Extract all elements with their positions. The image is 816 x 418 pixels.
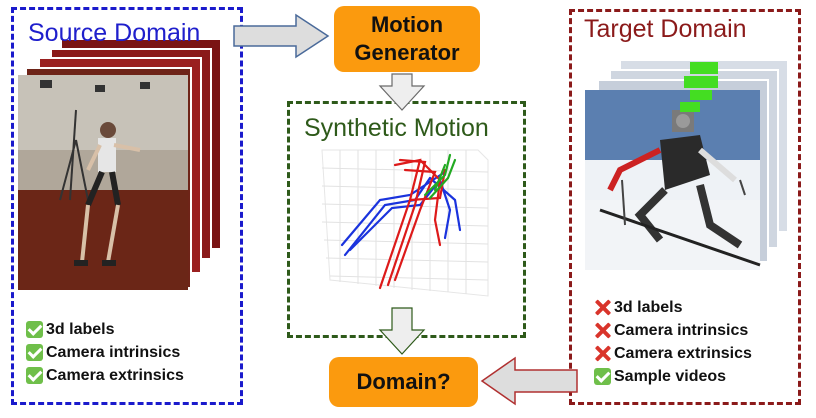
target-item: Camera extrinsics — [594, 342, 752, 365]
target-domain-panel — [569, 9, 801, 405]
target-domain-title: Target Domain — [584, 15, 747, 43]
source-item: 3d labels — [26, 318, 184, 341]
motion-generator-box: Motion Generator — [334, 6, 480, 72]
cross-icon — [594, 299, 611, 316]
check-icon — [26, 321, 43, 338]
target-item-label: 3d labels — [614, 299, 683, 316]
skeleton-trajectories — [340, 153, 462, 290]
source-domain-panel — [11, 7, 243, 405]
motion-generator-line1: Motion — [370, 12, 444, 37]
source-item: Camera intrinsics — [26, 341, 184, 364]
cross-icon — [594, 322, 611, 339]
synthetic-motion-plot — [321, 149, 489, 297]
target-item: Camera intrinsics — [594, 319, 752, 342]
source-domain-title: Source Domain — [28, 19, 201, 47]
target-item: Sample videos — [594, 365, 752, 388]
arrow-generator-to-synthetic — [378, 73, 426, 111]
source-person-figure — [74, 122, 141, 266]
target-video-frame — [585, 62, 761, 270]
target-item-label: Sample videos — [614, 368, 727, 385]
source-item-label: 3d labels — [46, 321, 115, 338]
source-item: Camera extrinsics — [26, 364, 184, 387]
check-icon — [26, 367, 43, 384]
cross-icon — [594, 345, 611, 362]
keypoint-overlay — [680, 62, 718, 112]
source-item-label: Camera intrinsics — [46, 344, 181, 361]
check-icon — [26, 344, 43, 361]
motion-generator-line2: Generator — [354, 40, 460, 65]
arrow-synthetic-to-domain — [378, 307, 426, 355]
source-checklist: 3d labels Camera intrinsics Camera extri… — [26, 318, 184, 387]
check-icon — [594, 368, 611, 385]
target-checklist: 3d labels Camera intrinsics Camera extri… — [594, 296, 752, 388]
target-item: 3d labels — [594, 296, 752, 319]
domain-question-box: Domain? — [329, 357, 478, 407]
synthetic-motion-title: Synthetic Motion — [304, 114, 489, 142]
source-item-label: Camera extrinsics — [46, 367, 184, 384]
target-item-label: Camera extrinsics — [614, 345, 752, 362]
target-item-label: Camera intrinsics — [614, 322, 749, 339]
arrow-target-to-domain — [480, 356, 578, 406]
arrow-source-to-generator — [233, 13, 330, 59]
target-skier-figure — [599, 110, 761, 267]
source-video-frame — [18, 75, 188, 290]
